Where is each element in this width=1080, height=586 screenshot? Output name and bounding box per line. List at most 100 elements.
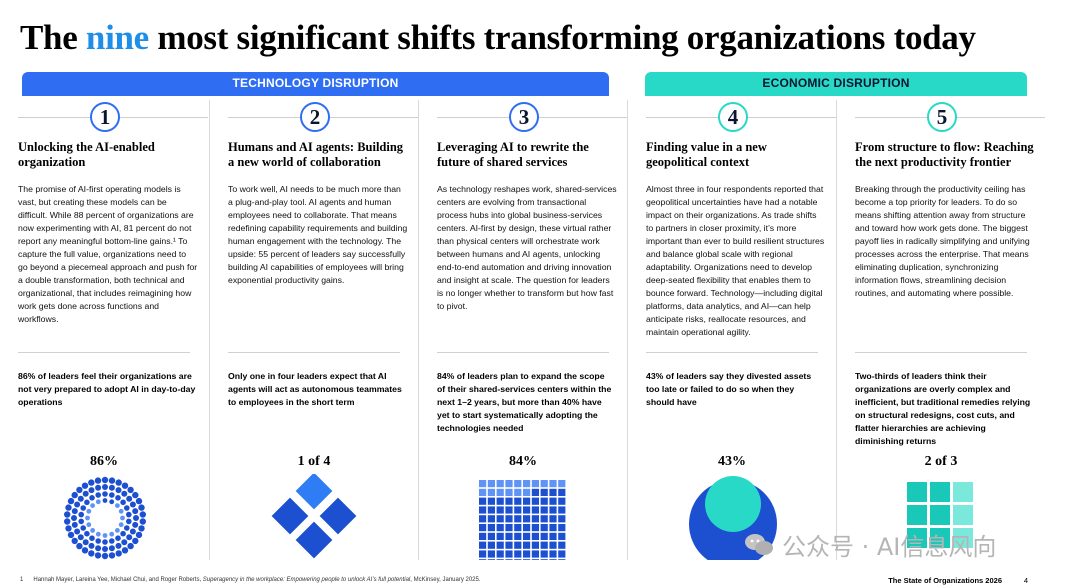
number-badge: 1 [90, 102, 120, 132]
ring-dot [74, 528, 81, 535]
number-badge: 4 [718, 102, 748, 132]
ring-dot [64, 518, 71, 525]
grid-cell [549, 541, 557, 549]
teal-cell [953, 528, 973, 548]
grid-cell [505, 497, 513, 505]
grid-cell [531, 550, 539, 558]
title-suffix: most significant shifts transforming org… [148, 18, 976, 57]
ring-dot [108, 545, 115, 552]
grid-cell [531, 524, 539, 532]
ring-dot [118, 522, 124, 528]
footnote: 1 Hannah Mayer, Lareina Yee, Michael Chu… [20, 577, 481, 583]
grid-cell [514, 532, 522, 540]
grid-cell [514, 506, 522, 514]
number-row: 5 [855, 102, 1045, 132]
column-stat: 84% of leaders plan to expand the scope … [437, 371, 612, 433]
column-heading: Humans and AI agents: Building a new wor… [228, 140, 404, 169]
ring-dot [102, 546, 108, 552]
column-separator [18, 352, 190, 353]
ring-dot [77, 495, 84, 502]
teal-cell [930, 505, 950, 525]
grid-cell [549, 550, 557, 558]
grid-cell [523, 515, 531, 523]
grid-cell [558, 497, 566, 505]
ring-dot [90, 503, 95, 508]
ring-dot [94, 552, 102, 559]
number-row: 3 [437, 102, 627, 132]
ring-dot [95, 531, 101, 537]
ring-dot [71, 491, 78, 499]
ring-dot [90, 528, 95, 533]
grid-cell [505, 541, 513, 549]
grid-cell [531, 541, 539, 549]
grid-cell [549, 497, 557, 505]
square-grid-graphic [479, 480, 566, 560]
grid-cell [540, 532, 548, 540]
ring-dot [84, 499, 90, 506]
grid-cell [487, 480, 495, 488]
grid-cell [531, 497, 539, 505]
page-title: The nine most significant shifts transfo… [20, 18, 976, 58]
diamond-group [271, 474, 357, 559]
teal-cell [930, 482, 950, 502]
ring-dot [120, 499, 126, 506]
dot-ring-graphic [64, 476, 146, 560]
ring-dot [126, 495, 133, 502]
ring-dot [120, 515, 125, 521]
grid-cell [549, 524, 557, 532]
page-number: 4 [1023, 576, 1028, 585]
ring-dot [126, 511, 132, 518]
diamond-highlight [295, 474, 333, 510]
big-stat: 86% [90, 454, 118, 469]
ring-dot [124, 505, 130, 511]
ring-dot [89, 535, 95, 541]
column-stat: 43% of leaders say they divested assets … [646, 371, 812, 407]
ring-dot [84, 530, 90, 537]
grid-cell [479, 480, 487, 488]
number-row: 1 [18, 102, 208, 132]
inner-circle [705, 476, 761, 532]
grid-cell [531, 559, 539, 560]
grid-cell [479, 506, 487, 514]
ring-dot [102, 533, 108, 538]
ring-dot [65, 504, 72, 511]
grid-cell [496, 480, 504, 488]
grid-cell [487, 497, 495, 505]
ring-dot [77, 534, 84, 541]
ring-dot [124, 525, 130, 531]
ring-dot [115, 535, 121, 541]
grid-cell [487, 488, 495, 496]
ring-dot [133, 515, 139, 521]
grid-cell [549, 480, 557, 488]
column-stat: Only one in four leaders expect that AI … [228, 371, 402, 407]
ring-dot [109, 538, 115, 544]
grid-cell [540, 506, 548, 514]
grid-cell [479, 488, 487, 496]
footnote-source: , McKinsey, January 2025. [410, 577, 481, 583]
ring-dot [88, 550, 95, 557]
diamond-left [271, 497, 309, 535]
ring-dot [102, 491, 108, 497]
economic-banner-line [645, 94, 1027, 96]
grid-cell [479, 497, 487, 505]
grid-cell [523, 550, 531, 558]
shift-column-5: 5 From structure to flow: Reaching the n… [836, 100, 1045, 560]
grid-cell [514, 515, 522, 523]
column-body: To work well, AI needs to be much more t… [228, 184, 408, 285]
grid-cell [505, 480, 513, 488]
ring-dot [132, 491, 139, 499]
ring-dot [82, 539, 89, 546]
grid-cell [505, 515, 513, 523]
ring-dot [135, 497, 143, 505]
ring-dot [82, 490, 89, 497]
ring-dot [118, 508, 124, 514]
ring-dot [95, 545, 102, 552]
ring-dot [71, 521, 78, 528]
grid-cell [540, 524, 548, 532]
ring-dot [115, 528, 120, 533]
ring-dot [71, 537, 78, 545]
column-stat: 86% of leaders feel their organizations … [18, 371, 196, 407]
grid-cell [514, 488, 522, 496]
grid-cell [514, 541, 522, 549]
grid-cell [558, 515, 566, 523]
